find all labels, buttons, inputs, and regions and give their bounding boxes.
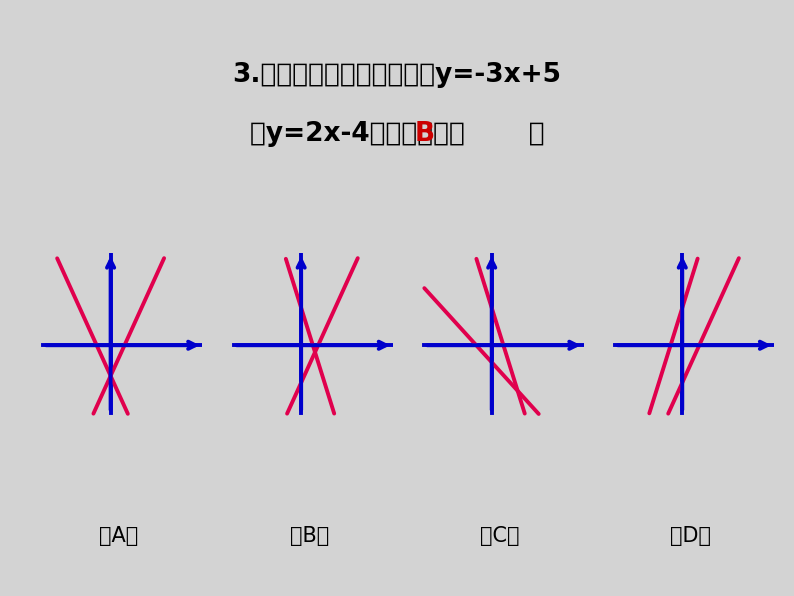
Text: （B）: （B） <box>290 526 330 547</box>
Text: 3.下列哪个图像是一次函数y=-3x+5: 3.下列哪个图像是一次函数y=-3x+5 <box>233 61 561 88</box>
Text: （A）: （A） <box>99 526 139 547</box>
Text: B: B <box>414 121 435 147</box>
Text: （C）: （C） <box>480 526 520 547</box>
Text: 和y=2x-4的大致图像（       ）: 和y=2x-4的大致图像（ ） <box>249 121 545 147</box>
Text: （D）: （D） <box>670 526 711 547</box>
